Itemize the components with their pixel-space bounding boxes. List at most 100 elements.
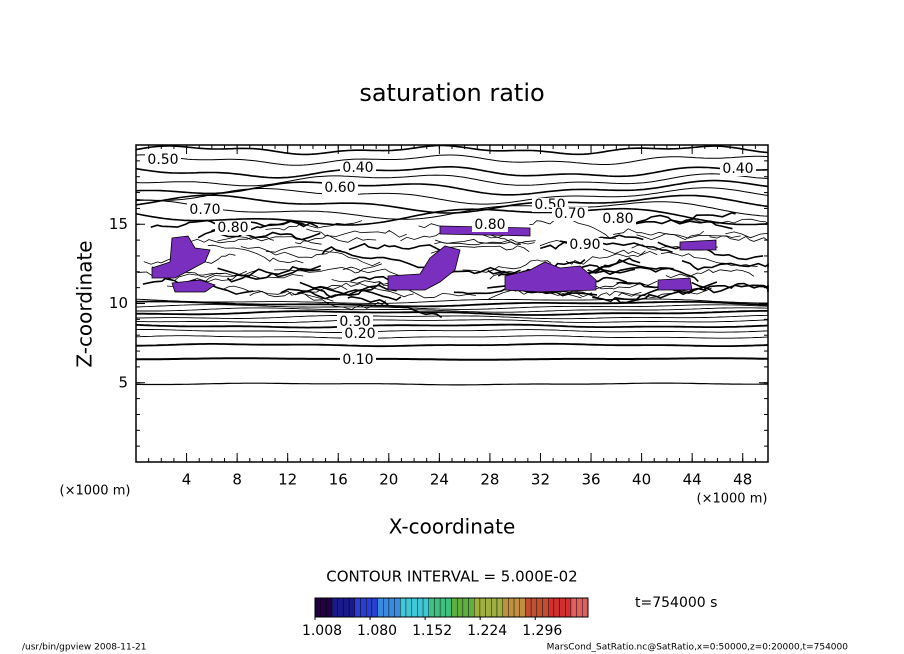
contour-line [538,290,642,299]
colorbar-cell [536,597,543,618]
colorbar-frame [314,597,589,618]
contour-label: 0.40 [722,161,753,177]
contour-line [434,238,536,245]
contour-label: 0.90 [569,237,600,253]
colorbar-tick-label: 1.152 [412,623,452,639]
colorbar-cell [468,597,475,618]
y-tick-label: 15 [109,215,128,233]
x-tick-label: 16 [329,471,348,489]
contour-line [265,220,363,231]
contour-line [321,246,425,269]
contour-label: 0.10 [342,352,373,368]
time-label: t=754000 s [635,595,717,611]
colorbar-cell [530,597,538,618]
contour-line [135,199,769,220]
colorbar-cell [553,597,560,618]
contour-label-bg [600,212,636,226]
colorbar-cell [474,597,481,618]
x-tick-label: 28 [480,471,499,489]
contour-label-bg [342,327,378,341]
footer-right: MarsCond_SatRatio.nc@SatRatio,x=0:50000,… [547,643,849,653]
contour-line [240,246,342,259]
contour-label: 0.30 [339,314,370,330]
contour-label: 0.70 [189,202,220,218]
contour-line [681,259,769,271]
colorbar-cell [411,597,418,618]
colorbar-cell [331,597,338,618]
supersaturated-region [679,239,717,251]
contour-label-bg [145,153,181,167]
contour-line [618,287,712,299]
colorbar-cell [479,597,486,618]
contour-line [613,228,704,241]
contour-label-bg [552,207,588,221]
contour-line [135,173,769,187]
colorbar-cell [428,597,435,618]
contour-line [709,235,769,246]
contour-line [135,329,769,333]
colorbar-tick-label: 1.008 [302,623,342,639]
contour-label: 0.50 [147,152,178,168]
colorbar-cell [519,597,526,618]
contour-line [136,307,769,313]
contour-line [430,245,530,254]
supersaturated-region [387,245,461,291]
contour-line [137,271,225,282]
contour-label-bg [215,221,251,235]
colorbar-cell [502,597,509,618]
contour-line [135,179,769,196]
contour-line [565,250,658,265]
contour-line [136,310,768,316]
colorbar-cell [491,597,498,618]
contour-line [200,274,304,283]
colorbar-cell [405,597,412,618]
x-tick-label: 24 [430,471,449,489]
plot-area: 0.50 0.40 0.400.600.70 0.500.70 0.800.80 0.80… [135,144,769,386]
x-tick-label: 40 [632,471,651,489]
contour-line [135,154,769,166]
colorbar-cell [314,597,321,618]
contour-label: 0.70 [554,206,585,222]
colorbar-cell [383,597,390,618]
contour-label: 0.80 [474,217,505,233]
x-tick-label: 36 [581,471,600,489]
colorbar-tick-label: 1.296 [522,623,562,639]
colorbar-cell [348,597,356,618]
contour-line [657,241,764,261]
contour-line [135,194,769,214]
colorbar-cell [525,597,532,618]
colorbar-cell [320,597,327,618]
colorbar-cell [547,597,555,618]
colorbar-cell [337,597,344,618]
contour-label-bg [322,181,358,195]
contour-line [226,265,321,283]
colorbar-cell [456,597,464,618]
colorbar-cell [445,597,452,618]
contour-line [575,258,674,275]
contour-line [665,269,755,279]
colorbar-cell [559,597,566,618]
colorbar-tick-label: 1.224 [467,623,507,639]
contour-line [680,218,769,228]
contour-line [265,246,381,267]
colorbar-cell [462,597,469,618]
x-tick-label: 8 [232,471,242,489]
contour-line [221,285,334,302]
colorbar-cell [513,597,520,618]
contour-line [587,266,699,283]
contour-line [136,342,769,348]
colorbar-cell [582,597,589,618]
contour-line [372,281,476,299]
y-axis-label: Z-coordinate [73,240,97,367]
colorbar-cell [417,597,424,618]
contour-line [304,293,387,310]
contour-line [636,233,741,241]
contour-line [135,323,769,329]
colorbar-cell [542,597,549,618]
contour-line [314,282,414,298]
contour-line [135,335,769,339]
contour-line [295,234,377,245]
y-tick-label: 10 [109,294,128,312]
contour-label-bg [340,353,376,367]
colorbar-cell [496,597,503,618]
